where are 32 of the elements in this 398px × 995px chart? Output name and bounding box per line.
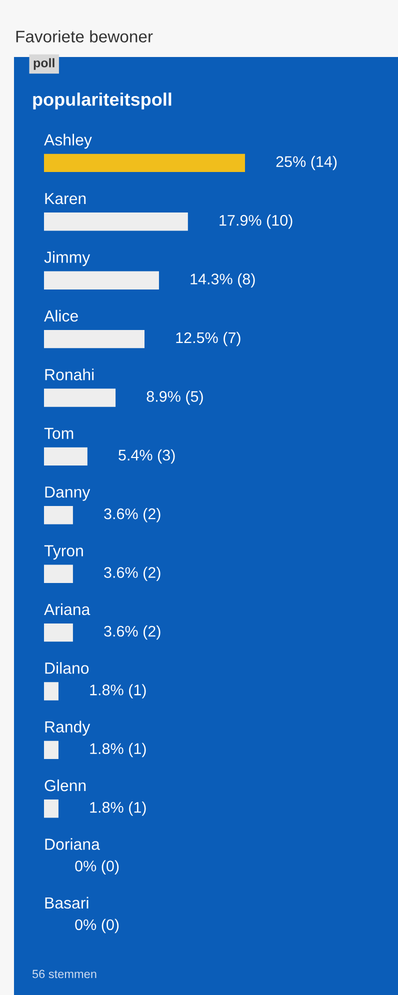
data-label: 1.8% (1): [90, 802, 146, 816]
y-tick-label: Jimmy: [44, 251, 90, 266]
y-tick-label: Ronahi: [45, 368, 94, 380]
y-tick-label: Tom: [44, 428, 74, 440]
data-label: 17.9% (10): [220, 214, 292, 229]
chart-title: Favoriete bewoner: [16, 30, 153, 42]
data-label: 25% (14): [276, 156, 337, 170]
y-tick-label: Basari: [45, 896, 88, 909]
data-label: 14.3% (8): [190, 273, 255, 288]
data-label: 12.5% (7): [176, 332, 240, 346]
data-label: 3.6% (2): [104, 508, 160, 522]
data-label: 1.8% (1): [90, 684, 146, 698]
y-tick-label: Alice: [44, 310, 78, 322]
text: poll: [34, 58, 54, 70]
y-tick-label: Karen: [45, 193, 86, 204]
chart-subtitle: populariteitspoll: [33, 92, 172, 110]
y-tick-label: Glenn: [44, 779, 86, 792]
text: 56 stemmen: [32, 970, 96, 978]
y-tick-label: Danny: [45, 486, 90, 501]
data-label: 0% (0): [75, 860, 119, 874]
data-label: 0% (0): [75, 918, 119, 934]
y-tick-label: Ariana: [44, 603, 90, 616]
y-tick-label: Tyron: [44, 545, 83, 560]
data-label: 1.8% (1): [90, 742, 146, 758]
y-tick-label: Ashley: [44, 134, 92, 149]
data-label: 5.4% (3): [118, 449, 175, 464]
data-label: 3.6% (2): [104, 625, 160, 640]
y-tick-label: Randy: [45, 720, 90, 736]
y-tick-label: Doriana: [45, 838, 100, 850]
data-label: 8.9% (5): [146, 390, 203, 405]
y-tick-label: Dilano: [45, 662, 89, 674]
data-label: 3.6% (2): [104, 566, 160, 581]
